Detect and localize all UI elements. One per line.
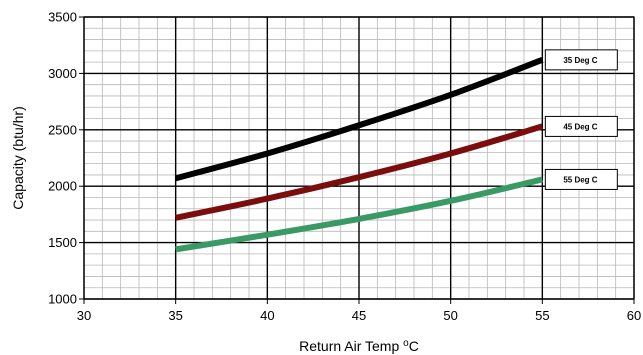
x-axis-title-unit: C [409,338,419,354]
series-label-1: 35 Deg C [563,56,597,65]
y-tick-label: 2000 [48,179,77,194]
x-tick-label: 50 [443,308,457,323]
y-tick-label: 1500 [48,235,77,250]
x-tick-label: 30 [77,308,91,323]
x-tick-label: 35 [168,308,182,323]
x-axis-title: Return Air Temp oC [299,338,419,355]
x-tick-label: 45 [352,308,366,323]
x-tick-label: 55 [535,308,549,323]
y-axis-title: Capacity (btu/hr) [10,106,26,209]
x-tick-label: 60 [627,308,641,323]
series-label-2: 45 Deg C [563,122,597,131]
y-tick-label: 3500 [48,10,77,25]
x-tick-labels: 30 35 40 45 50 55 60 [77,308,641,323]
legend-layer: 35 Deg C 45 Deg C 55 Deg C [545,50,617,190]
y-tick-labels: 1000 1500 2000 2500 3000 3500 [48,10,77,307]
y-tick-label: 1000 [48,292,77,307]
x-axis-title-main: Return Air Temp [299,338,403,354]
y-tick-label: 3000 [48,66,77,81]
series-label-3: 55 Deg C [563,175,597,184]
y-tick-label: 2500 [48,122,77,137]
x-tick-label: 40 [260,308,274,323]
